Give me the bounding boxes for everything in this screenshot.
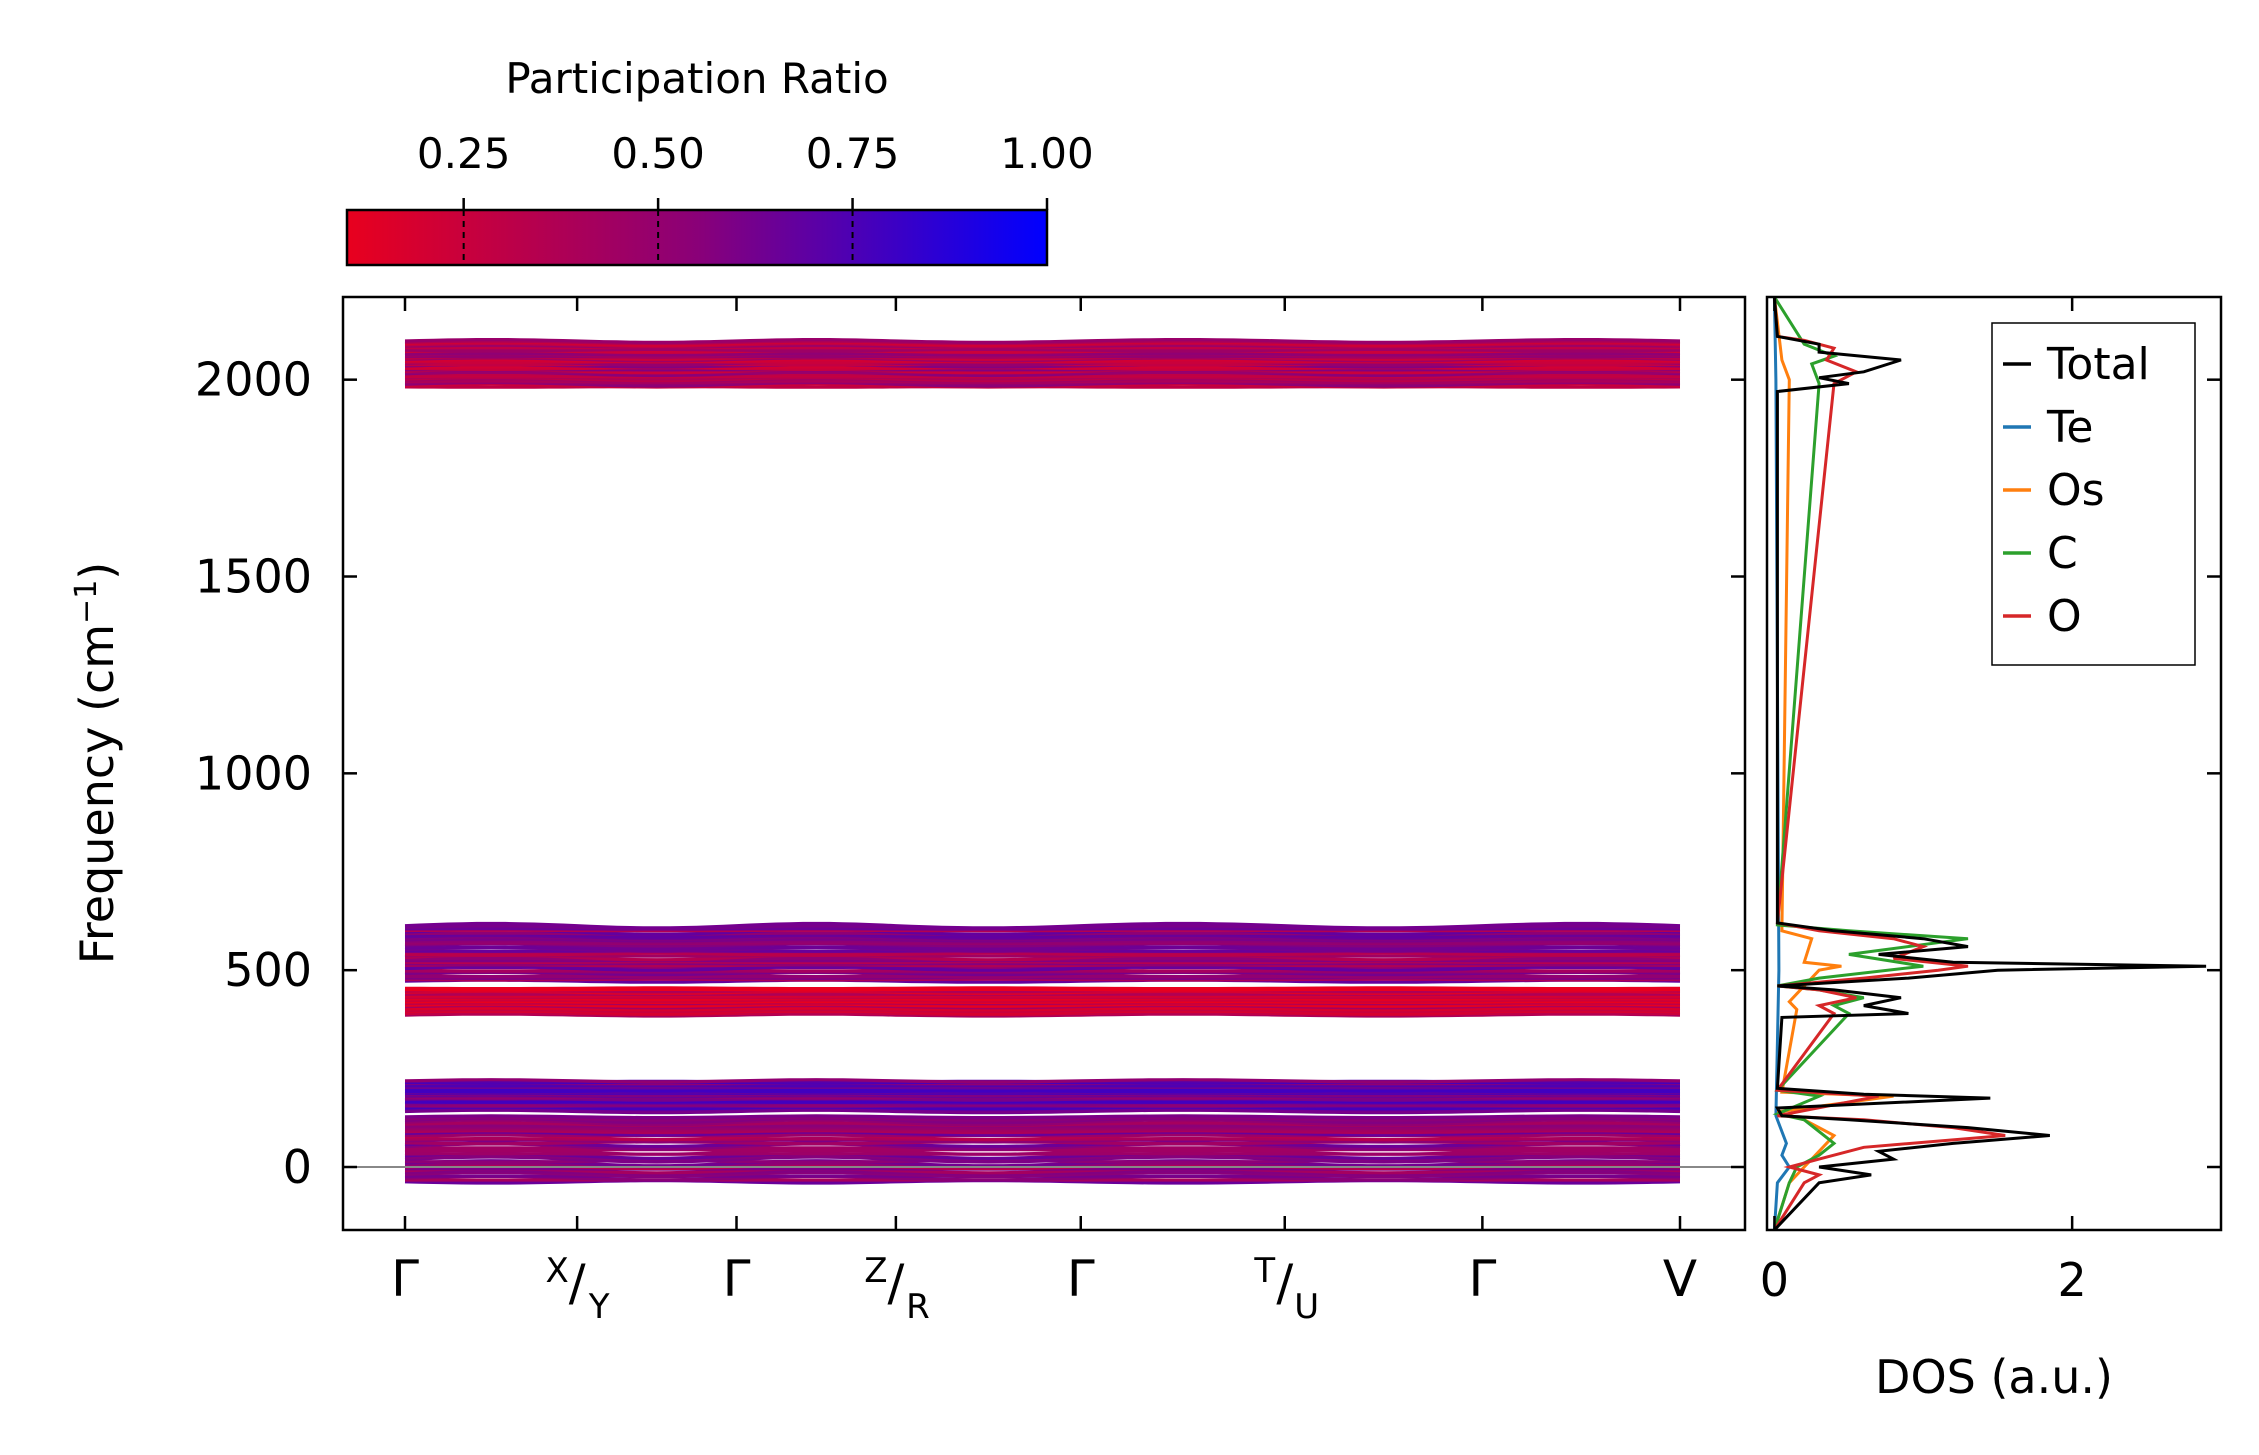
band-line xyxy=(404,921,1681,930)
band-line xyxy=(404,986,1681,991)
band-line xyxy=(404,1142,1681,1151)
kpoint-label-sup: X xyxy=(545,1251,568,1291)
colorbar-ticks: 0.25 0.50 0.75 1.00 xyxy=(417,129,1094,265)
band-line xyxy=(404,363,1681,369)
kpoint-label: Γ xyxy=(723,1250,751,1308)
band-line xyxy=(404,1148,1681,1156)
kpoint-label-slash: / xyxy=(1276,1254,1293,1312)
colorbar-tick-label: 0.75 xyxy=(806,129,900,178)
kpoint-label-sub: R xyxy=(906,1287,930,1327)
legend-label-c: C xyxy=(2047,528,2078,579)
dos-x-tick-label: 2 xyxy=(2058,1253,2087,1307)
band-line xyxy=(404,351,1681,359)
band-line xyxy=(404,375,1681,381)
dos-x-tick-label: 0 xyxy=(1760,1253,1789,1307)
band-line xyxy=(404,1166,1681,1175)
band-line xyxy=(404,965,1681,972)
band-line xyxy=(404,1115,1681,1122)
band-line xyxy=(404,1151,1681,1160)
dos-series-lines xyxy=(1772,297,2207,1230)
band-line xyxy=(404,380,1681,388)
kpoint-label-sup: Z xyxy=(864,1251,887,1291)
band-line xyxy=(404,970,1681,977)
band-line xyxy=(404,1159,1681,1168)
frequency-tick-label: 1500 xyxy=(195,550,312,604)
dos-axes-frame xyxy=(1765,295,2223,1232)
band-line xyxy=(404,1155,1681,1164)
kpoint-label-sup: T xyxy=(1253,1251,1275,1291)
band-line xyxy=(404,367,1681,375)
band-line xyxy=(404,1130,1681,1137)
frequency-axis-label: Frequency (cm−1) xyxy=(69,562,125,965)
band-line xyxy=(404,978,1681,984)
legend: Total Te Os CO xyxy=(1991,322,2196,666)
frequency-tick-label: 0 xyxy=(283,1140,312,1194)
band-line xyxy=(404,941,1681,948)
kpath-axis-ticks: Γ X / Y Γ Z / R Γ T / U Γ V xyxy=(391,297,1697,1327)
band-line xyxy=(404,953,1681,958)
band-line xyxy=(404,942,1681,951)
colorbar-tick-label: 1.00 xyxy=(1000,129,1094,178)
band-line xyxy=(404,1138,1681,1144)
dos-line-os xyxy=(1772,297,1894,1230)
legend-frame xyxy=(1991,322,2196,666)
legend-label-te: Te xyxy=(2046,402,2093,453)
band-line xyxy=(404,950,1681,955)
colorbar-tick-label: 0.25 xyxy=(417,129,511,178)
band-line xyxy=(404,1171,1681,1178)
ylabel-superscript: −1 xyxy=(69,580,104,624)
band-line xyxy=(404,359,1681,367)
band-line xyxy=(404,355,1681,361)
band-line xyxy=(404,931,1681,939)
band-line xyxy=(404,1118,1681,1127)
band-line xyxy=(404,338,1681,345)
band-line xyxy=(404,970,1681,979)
band-line xyxy=(404,946,1681,953)
band-line xyxy=(404,1174,1681,1182)
band-line xyxy=(404,1133,1681,1142)
frequency-tick-label: 2000 xyxy=(195,353,312,407)
band-line xyxy=(404,1127,1681,1132)
band-line xyxy=(404,969,1681,974)
band-line xyxy=(404,1114,1681,1120)
band-lines xyxy=(404,338,1681,1185)
dos-line-total xyxy=(1772,297,2207,1230)
dos-axis-label: DOS (a.u.) xyxy=(1875,1350,2113,1404)
kpoint-label-sub: U xyxy=(1294,1287,1319,1327)
colorbar-gradient xyxy=(345,208,1049,267)
colorbar: Participation Ratio 0.25 0.50 0.75 1.00 xyxy=(345,54,1094,267)
frequency-axis-ticks: 0 500 1000 1500 2000 xyxy=(195,353,1745,1194)
legend-label-total: Total xyxy=(2046,339,2150,390)
frequency-tick-label: 500 xyxy=(224,943,312,997)
band-line xyxy=(404,928,1681,936)
kpoint-label: Γ xyxy=(391,1250,419,1308)
colorbar-tick-label: 0.50 xyxy=(611,129,705,178)
band-line xyxy=(405,1126,1680,1130)
kpoint-label-slash: / xyxy=(887,1254,904,1312)
kpoint-label: V xyxy=(1663,1250,1697,1308)
kpoint-label-sub: Y xyxy=(588,1287,610,1327)
band-line xyxy=(404,953,1681,962)
dos-y-ticks xyxy=(2207,378,2221,1169)
band-line xyxy=(405,961,1680,966)
band-line xyxy=(404,370,1681,378)
band-line xyxy=(404,1078,1681,1084)
kpoint-label: Γ xyxy=(1067,1250,1095,1308)
frequency-tick-label: 1000 xyxy=(195,746,312,800)
colorbar-label: Participation Ratio xyxy=(505,54,888,103)
band-line xyxy=(404,349,1681,354)
band-line xyxy=(404,1129,1681,1135)
band-line xyxy=(404,1141,1681,1149)
legend-label-os: Os xyxy=(2047,465,2105,516)
kpoint-label-slash: / xyxy=(569,1254,586,1312)
kpoint-label: Γ xyxy=(1468,1250,1496,1308)
band-axes-frame xyxy=(341,295,1747,1232)
band-line xyxy=(404,1116,1681,1125)
band-line xyxy=(404,963,1681,968)
legend-label-o: O xyxy=(2047,591,2082,642)
